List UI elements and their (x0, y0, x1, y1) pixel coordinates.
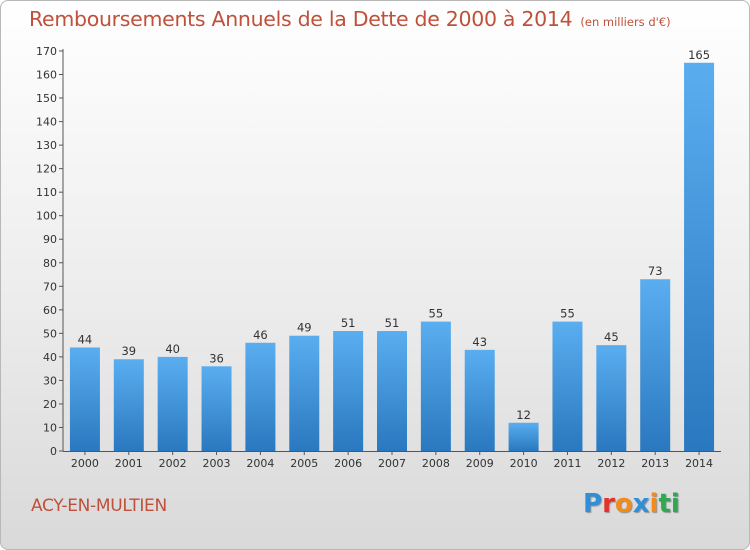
logo-letter: o (614, 489, 633, 519)
y-tick-label: 100 (36, 210, 57, 223)
y-tick-label: 60 (43, 304, 57, 317)
bar (464, 349, 495, 451)
bar (245, 342, 276, 451)
bar (289, 335, 320, 451)
axes: 0 10 20 30 40 50 60 70 80 90 100 110 120 130 140 150 160… (36, 45, 721, 470)
data-label: 39 (121, 344, 136, 358)
bar (157, 356, 188, 451)
bar (69, 347, 100, 451)
bar (508, 422, 539, 451)
y-tick-label: 40 (43, 351, 57, 364)
y-tick-label: 0 (50, 445, 57, 458)
x-tick-label: 2012 (597, 457, 625, 470)
proxiti-logo[interactable]: Proxiti (583, 489, 680, 519)
bar (640, 279, 671, 451)
y-tick-label: 50 (43, 327, 57, 340)
bar (684, 62, 715, 451)
data-label: 55 (560, 307, 575, 321)
logo-letter: x (632, 489, 650, 519)
data-label: 45 (604, 330, 619, 344)
data-label: 165 (688, 48, 710, 62)
x-tick-label: 2009 (466, 457, 494, 470)
x-tick-label: 2014 (685, 457, 713, 470)
data-label: 36 (209, 351, 224, 365)
bar (552, 321, 583, 451)
data-label: 12 (516, 408, 531, 422)
x-tick-label: 2010 (510, 457, 538, 470)
bar (377, 331, 407, 451)
bar (113, 359, 144, 451)
chart-title: Remboursements Annuels de la Dette de 20… (29, 7, 671, 31)
x-tick-label: 2003 (203, 457, 231, 470)
data-label: 51 (385, 316, 400, 330)
y-tick-label: 90 (43, 233, 57, 246)
y-tick-label: 80 (43, 257, 57, 270)
y-tick-label: 130 (36, 139, 57, 152)
bar (596, 345, 627, 451)
bar (201, 366, 232, 451)
x-tick-label: 2011 (553, 457, 581, 470)
bars (69, 62, 715, 451)
data-label: 40 (165, 342, 180, 356)
y-tick-label: 120 (36, 163, 57, 176)
data-label: 44 (78, 332, 93, 346)
y-tick-label: 110 (36, 186, 57, 199)
x-tick-label: 2005 (290, 457, 318, 470)
data-label: 43 (472, 335, 487, 349)
y-tick-label: 170 (36, 45, 57, 58)
y-tick-label: 70 (43, 280, 57, 293)
chart-unit: (en milliers d'€) (580, 15, 671, 29)
y-tick-label: 150 (36, 92, 57, 105)
logo-letter: P (583, 489, 603, 519)
x-tick-label: 2001 (115, 457, 143, 470)
bar (333, 331, 364, 451)
value-labels: 44 39 40 36 46 49 51 51 55 43 12 55 45 73 165 (78, 48, 710, 422)
logo-letter: ti (658, 489, 680, 519)
y-tick-label: 140 (36, 116, 57, 129)
x-tick-label: 2007 (378, 457, 406, 470)
y-tick-label: 160 (36, 69, 57, 82)
y-tick-label: 30 (43, 374, 57, 387)
commune-name: ACY-EN-MULTIEN (31, 496, 167, 516)
x-tick-label: 2002 (159, 457, 187, 470)
x-tick-label: 2000 (71, 457, 99, 470)
y-tick-label: 10 (43, 421, 57, 434)
x-tick-label: 2008 (422, 457, 450, 470)
data-label: 55 (429, 307, 444, 321)
data-label: 49 (297, 321, 312, 335)
bar (420, 321, 451, 451)
logo-letter: i (649, 489, 659, 519)
data-label: 51 (341, 316, 356, 330)
chart-title-text: Remboursements Annuels de la Dette de 20… (29, 7, 573, 31)
data-label: 73 (648, 264, 663, 278)
x-tick-label: 2006 (334, 457, 362, 470)
x-tick-label: 2004 (246, 457, 274, 470)
y-tick-label: 20 (43, 398, 57, 411)
x-tick-label: 2013 (641, 457, 669, 470)
data-label: 46 (253, 328, 268, 342)
logo-letter: r (602, 489, 615, 519)
